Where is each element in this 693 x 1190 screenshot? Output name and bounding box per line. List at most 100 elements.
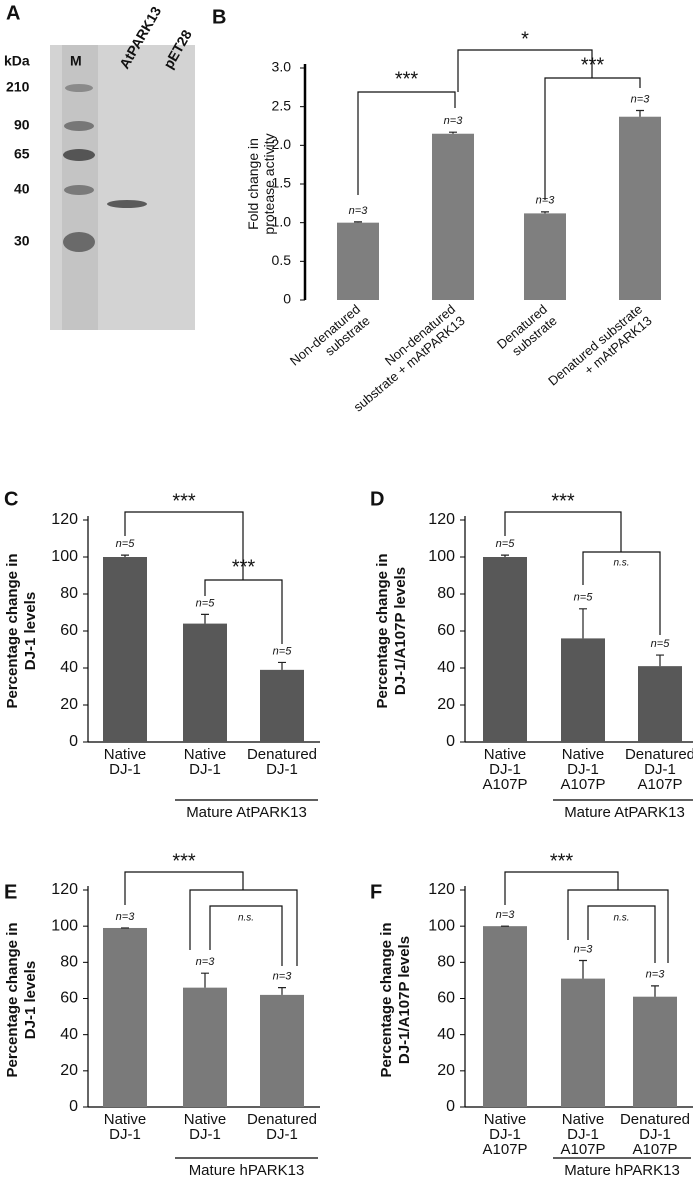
significance-bracket bbox=[504, 871, 619, 905]
significance-bracket bbox=[504, 511, 622, 552]
x-tick-label: Non-denaturedsubstrate bbox=[287, 302, 373, 381]
bar bbox=[524, 213, 566, 300]
significance-label: *** bbox=[581, 54, 605, 76]
significance-bracket bbox=[567, 889, 669, 963]
bar bbox=[619, 116, 661, 300]
panel-letter: B bbox=[212, 6, 226, 28]
n-label: n=3 bbox=[196, 956, 216, 968]
y-tick-label: 0 bbox=[69, 1098, 78, 1115]
gel-band bbox=[63, 232, 95, 252]
n-label: n=3 bbox=[646, 969, 666, 981]
y-tick-label: 2.0 bbox=[272, 136, 292, 152]
n-label: n=5 bbox=[196, 597, 216, 609]
error-bar bbox=[541, 211, 549, 214]
x-tick-label: Native DJ-1 bbox=[104, 1111, 147, 1143]
y-tick-label: 60 bbox=[437, 622, 455, 639]
n-label: n=3 bbox=[349, 205, 369, 217]
error-bar bbox=[636, 109, 644, 117]
x-tick-label: Native DJ-1 bbox=[104, 746, 147, 778]
y-tick-label: 80 bbox=[437, 954, 455, 971]
y-tick-label: 120 bbox=[428, 881, 455, 898]
gel-band bbox=[65, 84, 93, 92]
x-tick-label: Native DJ-1 A107P bbox=[482, 1111, 527, 1158]
x-tick-label: Denatured DJ-1 bbox=[247, 746, 317, 778]
n-label: n=5 bbox=[574, 592, 594, 604]
x-tick-label: Native DJ-1 bbox=[184, 746, 227, 778]
n-label: n=3 bbox=[496, 909, 516, 921]
y-tick-label: 40 bbox=[60, 659, 78, 676]
gel-band bbox=[64, 121, 94, 131]
group-label: Mature hPARK13 bbox=[189, 1162, 305, 1179]
y-tick-label: 40 bbox=[60, 1026, 78, 1043]
y-tick-label: 60 bbox=[437, 990, 455, 1007]
y-tick-label: 100 bbox=[51, 917, 78, 934]
n-label: n=5 bbox=[496, 538, 516, 550]
gel-panel: A kDa M AtPARK13 pET28 210 90 65 40 30 bbox=[4, 2, 195, 330]
significance-bracket bbox=[209, 905, 283, 966]
y-axis-label: Percentage change inDJ-1/A107P levels bbox=[378, 922, 413, 1077]
n-label: n=3 bbox=[273, 971, 293, 983]
panel-letter: E bbox=[4, 881, 17, 903]
bar bbox=[638, 666, 682, 742]
bar bbox=[103, 557, 147, 742]
significance-label: *** bbox=[172, 850, 196, 872]
x-tick-label: Native DJ-1 A107P bbox=[560, 746, 605, 793]
y-tick-label: 60 bbox=[60, 622, 78, 639]
error-bar bbox=[449, 131, 457, 134]
significance-bracket bbox=[204, 579, 283, 644]
y-tick-label: 1.5 bbox=[272, 175, 292, 191]
n-label: n=3 bbox=[536, 195, 556, 207]
y-tick-label: 2.5 bbox=[272, 97, 292, 113]
y-axis-label: Percentage change inDJ-1 levels bbox=[4, 922, 39, 1077]
significance-bracket bbox=[582, 551, 661, 635]
y-tick-label: 120 bbox=[51, 881, 78, 898]
panel-letter: A bbox=[6, 2, 20, 24]
y-tick-label: 40 bbox=[437, 659, 455, 676]
y-tick-label: 0 bbox=[69, 733, 78, 750]
bar bbox=[260, 994, 304, 1107]
significance-bracket bbox=[357, 91, 456, 195]
y-tick-label: 120 bbox=[428, 511, 455, 528]
marker-label: 30 bbox=[14, 233, 30, 249]
n-label: n=5 bbox=[273, 645, 293, 657]
y-tick-label: 60 bbox=[60, 990, 78, 1007]
group-label: Mature AtPARK13 bbox=[564, 804, 685, 821]
y-tick-label: 3.0 bbox=[272, 59, 292, 75]
y-tick-label: 40 bbox=[437, 1026, 455, 1043]
panel-letter: F bbox=[370, 881, 382, 903]
significance-label: * bbox=[521, 28, 529, 50]
error-bar bbox=[278, 987, 286, 995]
significance-bracket bbox=[457, 49, 593, 92]
y-tick-label: 0.5 bbox=[272, 252, 292, 268]
error-bar bbox=[121, 554, 129, 557]
bar bbox=[260, 669, 304, 742]
marker-label: 65 bbox=[14, 146, 30, 162]
significance-label: n.s. bbox=[238, 913, 254, 924]
x-tick-label: Denatured DJ-1 A107P bbox=[625, 746, 693, 793]
bar bbox=[561, 638, 605, 742]
error-bar bbox=[201, 613, 209, 624]
error-bar bbox=[579, 608, 587, 639]
y-tick-label: 1.0 bbox=[272, 213, 292, 229]
y-tick-label: 20 bbox=[60, 1062, 78, 1079]
gel-unit: kDa bbox=[4, 53, 30, 69]
significance-label: n.s. bbox=[613, 558, 629, 569]
y-tick-label: 120 bbox=[51, 511, 78, 528]
y-axis-label: Percentage change inDJ-1/A107P levels bbox=[374, 553, 409, 708]
n-label: n=3 bbox=[574, 943, 594, 955]
lane-label: M bbox=[70, 53, 82, 69]
y-tick-label: 20 bbox=[60, 696, 78, 713]
bar bbox=[103, 927, 147, 1107]
y-tick-label: 100 bbox=[428, 548, 455, 565]
bar bbox=[561, 978, 605, 1107]
x-tick-label: Denatured substrate+ mAtPARK13 bbox=[545, 302, 655, 401]
gel-band bbox=[64, 185, 94, 195]
error-bar bbox=[278, 661, 286, 670]
significance-label: *** bbox=[550, 850, 574, 872]
error-bar bbox=[501, 554, 509, 557]
bar bbox=[337, 222, 379, 300]
x-tick-label: Native DJ-1 bbox=[184, 1111, 227, 1143]
y-tick-label: 20 bbox=[437, 696, 455, 713]
y-tick-label: 0 bbox=[446, 733, 455, 750]
bar bbox=[183, 987, 227, 1107]
